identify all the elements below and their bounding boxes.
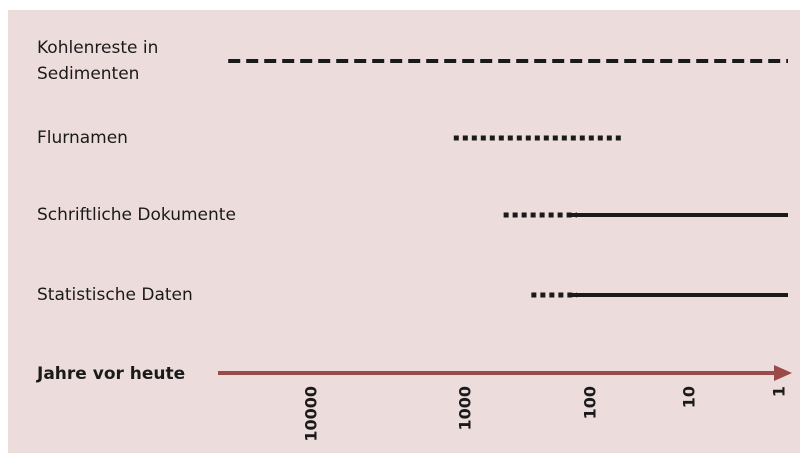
row-label: Schriftliche Dokumente <box>37 205 236 225</box>
axis-arrow <box>774 365 792 381</box>
x-tick-label: 1000 <box>456 386 475 431</box>
row-label: Sedimenten <box>37 64 139 84</box>
x-tick-label: 1 <box>770 386 789 397</box>
row-label: Kohlenreste in <box>37 38 158 58</box>
x-tick-label: 10 <box>680 386 699 408</box>
x-tick-label: 10000 <box>302 386 321 442</box>
row-label: Flurnamen <box>37 128 128 148</box>
axis-label: Jahre vor heute <box>36 364 185 384</box>
x-tick-label: 100 <box>581 386 600 419</box>
row-label: Statistische Daten <box>37 285 193 305</box>
chart-background <box>8 10 800 453</box>
